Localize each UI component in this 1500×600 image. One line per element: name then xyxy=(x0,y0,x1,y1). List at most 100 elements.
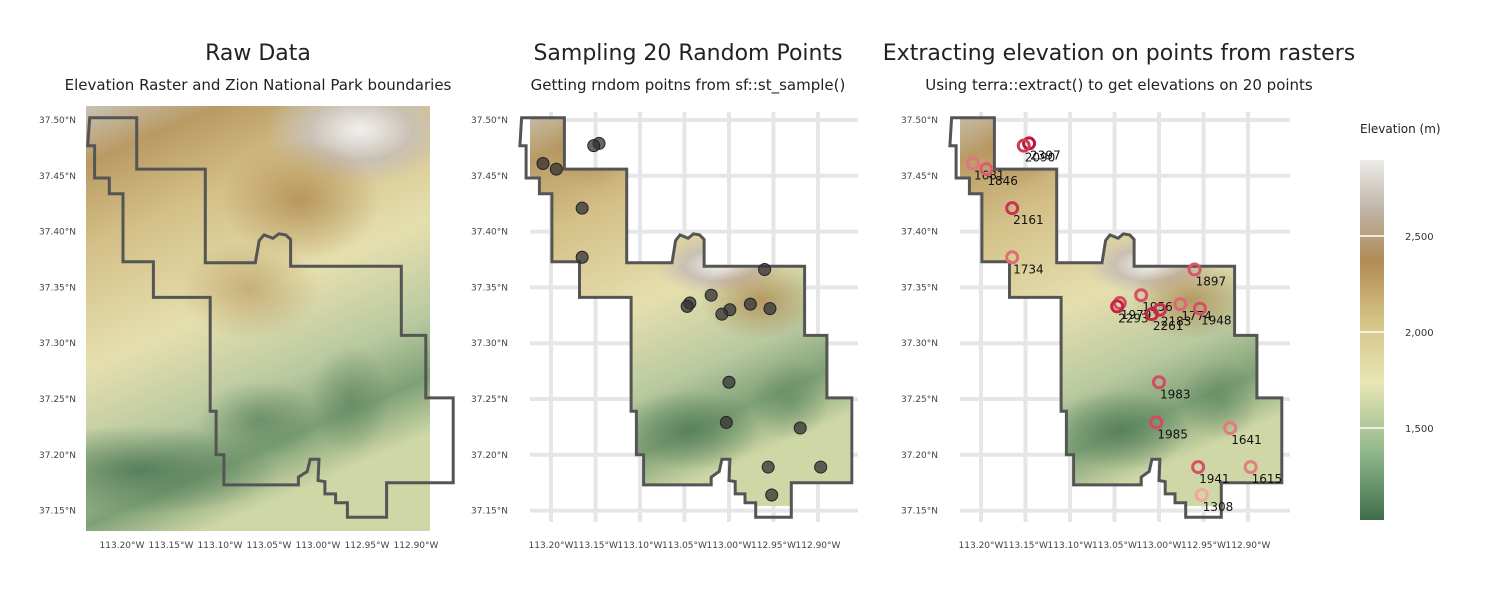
sample-point xyxy=(575,250,589,264)
elevation-point xyxy=(1173,297,1188,312)
lat-tick-label: 37.40°N xyxy=(901,228,938,238)
elevation-label: 1983 xyxy=(1160,387,1191,401)
elevation-label: 1846 xyxy=(987,174,1018,188)
elevation-point xyxy=(1134,288,1149,303)
lat-tick-label: 37.50°N xyxy=(901,116,938,126)
elevation-label: 2090 xyxy=(1025,151,1056,165)
elevation-point xyxy=(1191,460,1206,475)
elevation-label: 1615 xyxy=(1252,472,1283,486)
lon-tick-label: 112.90°W xyxy=(1226,541,1271,551)
elevation-point xyxy=(1005,201,1020,216)
lon-tick-label: 113.05°W xyxy=(1092,541,1137,551)
lon-tick-label: 113.15°W xyxy=(573,541,618,551)
sample-point xyxy=(704,288,718,302)
lat-tick-label: 37.25°N xyxy=(471,395,508,405)
lon-tick-label: 113.05°W xyxy=(662,541,707,551)
lon-tick-label: 113.20°W xyxy=(100,541,145,551)
lat-tick-label: 37.45°N xyxy=(471,172,508,182)
elevation-point xyxy=(1187,262,1202,277)
lat-tick-label: 37.30°N xyxy=(39,339,76,349)
lat-tick-label: 37.30°N xyxy=(901,339,938,349)
lat-tick-label: 37.35°N xyxy=(471,283,508,293)
elevation-label: 2183 xyxy=(1161,315,1192,329)
lat-tick-label: 37.20°N xyxy=(471,451,508,461)
sample-point xyxy=(715,307,729,321)
lat-tick-label: 37.40°N xyxy=(471,228,508,238)
park-boundary xyxy=(86,116,455,519)
elevation-point xyxy=(1005,250,1020,265)
panel-title: Raw Data xyxy=(205,41,311,66)
lat-tick-label: 37.35°N xyxy=(901,283,938,293)
sample-point xyxy=(793,421,807,435)
elevation-label: 1941 xyxy=(1199,472,1230,486)
legend-tick-label: 2,500 xyxy=(1405,232,1434,243)
elevation-point xyxy=(1223,421,1238,436)
elevation-label: 1734 xyxy=(1013,262,1044,276)
sample-point xyxy=(722,375,736,389)
sample-point xyxy=(719,415,733,429)
lon-tick-label: 113.15°W xyxy=(1003,541,1048,551)
elevation-label: 1641 xyxy=(1231,433,1262,447)
elevation-point xyxy=(1144,307,1159,322)
panel-title: Extracting elevation on points from rast… xyxy=(883,41,1355,66)
elevation-label: 1308 xyxy=(1203,500,1234,514)
lat-tick-label: 37.45°N xyxy=(39,172,76,182)
lat-tick-label: 37.25°N xyxy=(39,395,76,405)
elevation-raster xyxy=(86,106,430,531)
lat-tick-label: 37.20°N xyxy=(901,451,938,461)
lat-tick-label: 37.50°N xyxy=(39,116,76,126)
sample-point xyxy=(743,297,757,311)
sample-point xyxy=(761,460,775,474)
lon-tick-label: 113.10°W xyxy=(198,541,243,551)
lon-tick-label: 113.00°W xyxy=(707,541,752,551)
elevation-point xyxy=(1243,460,1258,475)
lon-tick-label: 113.00°W xyxy=(296,541,341,551)
panel-sampling: Sampling 20 Random Points Getting rndom … xyxy=(471,41,858,551)
sample-point xyxy=(536,157,550,171)
axis-ticks: 113.20°W 113.15°W 113.10°W 113.05°W 113.00°W… xyxy=(39,116,439,551)
elevation-point xyxy=(1192,301,1207,316)
lon-tick-label: 112.90°W xyxy=(796,541,841,551)
elevation-legend: Elevation (m) 2,500 2,000 1,500 xyxy=(1360,122,1441,520)
lat-tick-label: 37.45°N xyxy=(901,172,938,182)
elevation-label: 2397 xyxy=(1030,148,1061,162)
lat-tick-label: 37.35°N xyxy=(39,283,76,293)
lat-tick-label: 37.15°N xyxy=(901,507,938,517)
lon-tick-label: 113.10°W xyxy=(1048,541,1093,551)
lon-tick-label: 112.95°W xyxy=(751,541,796,551)
elevation-point xyxy=(979,162,994,177)
legend-colorbar xyxy=(1360,160,1384,520)
lon-tick-label: 113.05°W xyxy=(247,541,292,551)
sample-point xyxy=(765,488,779,502)
lon-tick-label: 113.20°W xyxy=(959,541,1004,551)
lon-tick-label: 112.95°W xyxy=(1181,541,1226,551)
legend-title: Elevation (m) xyxy=(1360,122,1441,136)
elevation-points: 2397209016811846216117341897195619792293… xyxy=(965,136,1283,514)
sample-point xyxy=(549,162,563,176)
lon-tick-label: 113.00°W xyxy=(1137,541,1182,551)
lon-tick-label: 112.90°W xyxy=(394,541,439,551)
sample-point xyxy=(575,201,589,215)
sample-point xyxy=(758,263,772,277)
axis-ticks: 113.20°W 113.15°W 113.10°W 113.05°W 113.00°W… xyxy=(901,116,1271,551)
elevation-point xyxy=(1194,487,1209,502)
lat-tick-label: 37.30°N xyxy=(471,339,508,349)
sample-point xyxy=(763,302,777,316)
sample-points xyxy=(536,136,828,502)
elevation-point xyxy=(1016,138,1031,153)
panel-extracting: Extracting elevation on points from rast… xyxy=(883,41,1355,551)
elevation-label: 2161 xyxy=(1013,213,1044,227)
lat-tick-label: 37.40°N xyxy=(39,228,76,238)
elevation-label: 2261 xyxy=(1153,319,1184,333)
elevation-point xyxy=(1152,375,1166,390)
panel-subtitle: Getting rndom poitns from sf::st_sample(… xyxy=(531,76,846,95)
lat-tick-label: 37.25°N xyxy=(901,395,938,405)
lon-tick-label: 113.15°W xyxy=(149,541,194,551)
elevation-label: 1979 xyxy=(1121,308,1152,322)
elevation-point xyxy=(1110,299,1125,314)
legend-tick-label: 2,000 xyxy=(1405,328,1434,339)
axis-ticks: 113.20°W 113.15°W 113.10°W 113.05°W 113.00°W… xyxy=(471,116,841,551)
lon-tick-label: 113.20°W xyxy=(529,541,574,551)
lat-tick-label: 37.20°N xyxy=(39,451,76,461)
